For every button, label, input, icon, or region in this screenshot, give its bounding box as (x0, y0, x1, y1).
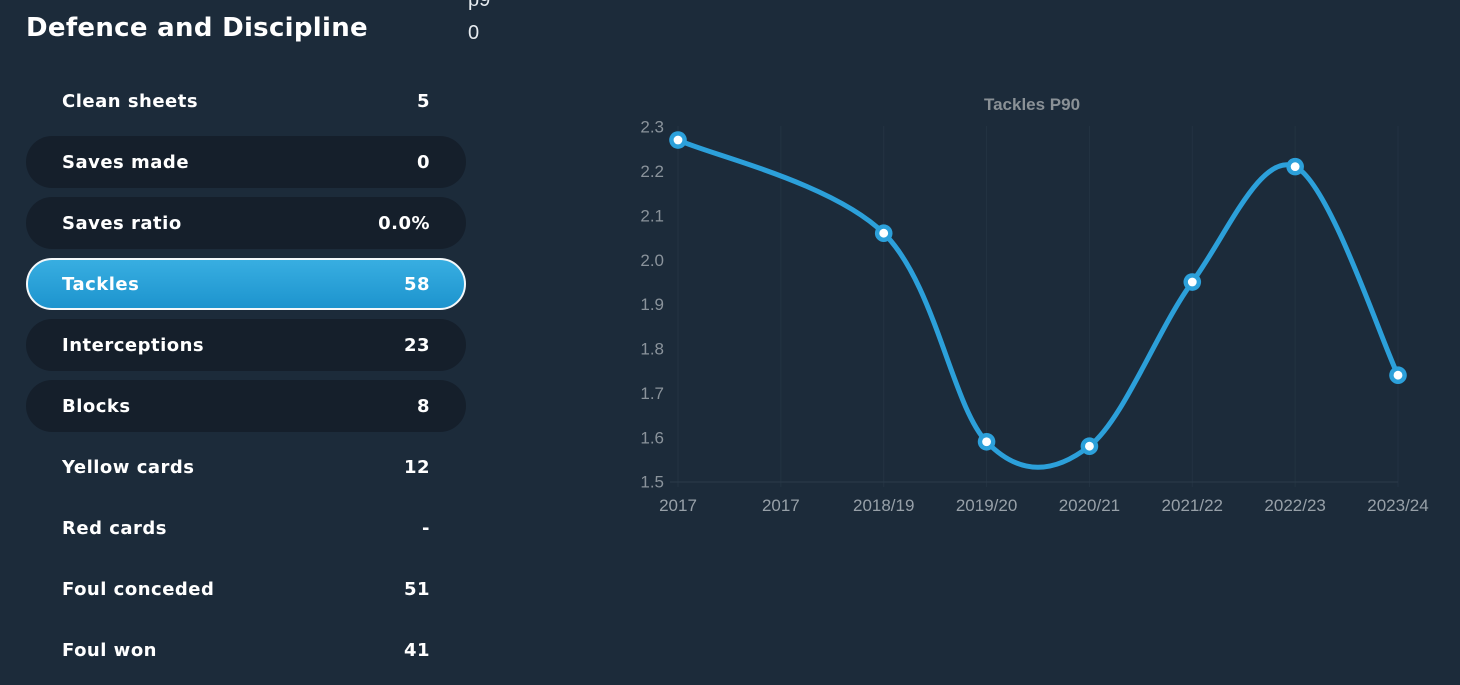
y-tick-label: 1.6 (640, 428, 664, 447)
stat-value: 0 (416, 151, 430, 173)
stat-label: Red cards (62, 517, 168, 539)
stat-row-saves-made[interactable]: Saves made 0 (26, 136, 466, 188)
y-tick-label: 1.9 (640, 295, 664, 314)
x-tick-label: 2022/23 (1264, 496, 1325, 515)
x-tick-label: 2018/19 (853, 496, 914, 515)
chart-title: Tackles P90 (984, 95, 1080, 114)
y-tick-label: 2.2 (640, 162, 664, 181)
stat-row-foul-conceded[interactable]: Foul conceded 51 (26, 563, 466, 615)
chart-plot: 1.5 1.6 1.7 1.8 1.9 2.0 2.1 2.2 2.3 2017 2017 2018/… (640, 118, 1428, 515)
stat-label: Foul won (62, 639, 157, 661)
stat-value: 58 (403, 273, 430, 295)
y-tick-label: 1.5 (640, 473, 664, 492)
x-tick-label: 2020/21 (1059, 496, 1120, 515)
stat-value: 51 (403, 578, 430, 600)
stat-label: Foul conceded (62, 578, 215, 600)
x-tick-label: 2017 (762, 496, 800, 515)
stat-value: 23 (403, 334, 430, 356)
stat-row-interceptions[interactable]: Interceptions 23 (26, 319, 466, 371)
page-title: Defence and Discipline (26, 13, 368, 43)
stat-value: 0.0% (378, 212, 430, 234)
y-tick-label: 2.3 (640, 118, 664, 137)
x-tick-label: 2019/20 (956, 496, 1017, 515)
stat-value: 8 (416, 395, 430, 417)
stat-label: Interceptions (62, 334, 205, 356)
tackles-chart-svg: 1.5 1.6 1.7 1.8 1.9 2.0 2.1 2.2 2.3 2017 2017 2018/… (640, 95, 1428, 515)
data-point-marker-core (673, 135, 683, 145)
stat-row-tackles[interactable]: Tackles 58 (26, 258, 466, 310)
stat-row-clean-sheets[interactable]: Clean sheets 5 (26, 75, 466, 127)
stat-value: 5 (416, 90, 430, 112)
stat-label: Clean sheets (62, 90, 199, 112)
stat-value: 41 (403, 639, 430, 661)
data-point-marker-core (1290, 162, 1300, 172)
data-point-marker-core (1085, 441, 1094, 451)
stats-list: Clean sheets 5 Saves made 0 Saves ratio 0.0% T… (26, 75, 466, 685)
data-point-marker-core (1187, 277, 1197, 287)
stat-label: Blocks (62, 395, 131, 417)
x-tick-label: 2023/24 (1367, 496, 1428, 515)
y-tick-label: 2.1 (640, 206, 664, 225)
data-point-marker-core (1393, 370, 1403, 380)
stat-label: Tackles (62, 273, 140, 295)
stat-label: Saves made (62, 151, 190, 173)
series-line (675, 137, 1401, 470)
y-tick-label: 1.8 (640, 340, 664, 359)
x-tick-label: 2021/22 (1162, 496, 1223, 515)
stat-value: 12 (403, 456, 430, 478)
stat-row-red-cards[interactable]: Red cards - (26, 502, 466, 554)
data-point-marker-core (879, 228, 889, 238)
tackles-chart: 1.5 1.6 1.7 1.8 1.9 2.0 2.1 2.2 2.3 2017 2017 2018/… (600, 80, 1460, 530)
stat-row-foul-won[interactable]: Foul won 41 (26, 624, 466, 676)
stat-row-saves-ratio[interactable]: Saves ratio 0.0% (26, 197, 466, 249)
p90-column-header: p90 (468, 0, 491, 44)
stat-label: Yellow cards (62, 456, 195, 478)
y-tick-label: 2.0 (640, 251, 664, 270)
stat-row-yellow-cards[interactable]: Yellow cards 12 (26, 441, 466, 493)
stat-row-blocks[interactable]: Blocks 8 (26, 380, 466, 432)
y-tick-label: 1.7 (640, 384, 664, 403)
data-point-marker-core (982, 437, 991, 447)
stat-label: Saves ratio (62, 212, 182, 234)
stat-value: - (422, 517, 430, 539)
x-tick-label: 2017 (659, 496, 697, 515)
